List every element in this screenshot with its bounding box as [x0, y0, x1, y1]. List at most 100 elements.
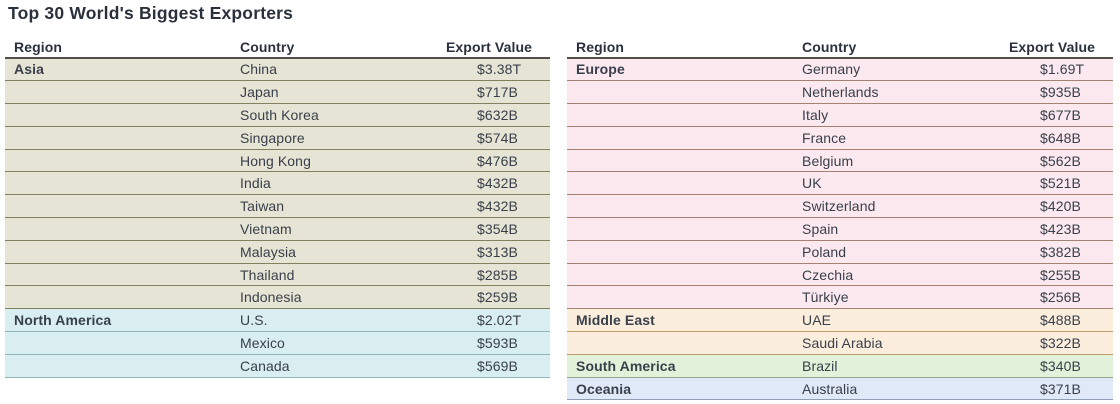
value-cell: $935B: [1040, 84, 1081, 101]
table-row: South America Brazil $340B: [567, 354, 1113, 378]
column-header-country: Country: [802, 39, 857, 56]
value-cell: $256B: [1040, 289, 1081, 306]
table-body: Asia China $3.38T Japan $717B South Korea $632…: [5, 58, 550, 378]
country-cell: Hong Kong: [240, 152, 311, 169]
country-cell: Switzerland: [802, 198, 876, 215]
table-row: North America U.S. $2.02T: [5, 309, 550, 333]
value-cell: $574B: [477, 129, 518, 146]
region-cell: North America: [14, 312, 112, 329]
table-row: Indonesia $259B: [5, 286, 550, 310]
value-cell: $354B: [477, 220, 518, 237]
country-cell: Saudi Arabia: [802, 334, 883, 351]
table-row: Canada $569B: [5, 354, 550, 378]
table-row: Türkiye $256B: [567, 286, 1113, 310]
country-cell: Thailand: [240, 266, 295, 283]
country-cell: Malaysia: [240, 243, 297, 260]
value-cell: $677B: [1040, 106, 1081, 123]
table-header: Region Country Export Value: [567, 38, 1113, 59]
value-cell: $1.69T: [1040, 61, 1085, 78]
value-cell: $340B: [1040, 357, 1081, 374]
value-cell: $3.38T: [477, 61, 522, 78]
country-cell: Germany: [802, 61, 861, 78]
table-row: Thailand $285B: [5, 263, 550, 287]
page-title: Top 30 World's Biggest Exporters: [8, 3, 294, 23]
exporters-table-left: Region Country Export Value Asia China $3.…: [5, 38, 550, 378]
country-cell: India: [240, 175, 271, 192]
table-row: Singapore $574B: [5, 126, 550, 150]
value-cell: $488B: [1040, 312, 1081, 329]
table-row: Netherlands $935B: [567, 81, 1113, 105]
table-header: Region Country Export Value: [5, 38, 550, 59]
country-cell: Vietnam: [240, 220, 292, 237]
country-cell: Australia: [802, 380, 858, 397]
country-cell: Taiwan: [240, 198, 285, 215]
country-cell: Indonesia: [240, 289, 302, 306]
value-cell: $521B: [1040, 175, 1081, 192]
value-cell: $432B: [477, 198, 518, 215]
value-cell: $432B: [477, 175, 518, 192]
table-row: India $432B: [5, 172, 550, 196]
country-cell: France: [802, 129, 847, 146]
exporters-table-right: Region Country Export Value Europe German…: [567, 38, 1113, 401]
table-row: Vietnam $354B: [5, 218, 550, 241]
table-row: Asia China $3.38T: [5, 58, 550, 82]
country-cell: Türkiye: [802, 289, 849, 306]
country-cell: Brazil: [802, 357, 838, 374]
value-cell: $313B: [477, 243, 518, 260]
column-header-country: Country: [240, 39, 295, 56]
country-cell: Czechia: [802, 266, 854, 283]
value-cell: $420B: [1040, 198, 1081, 215]
country-cell: Belgium: [802, 152, 854, 169]
country-cell: Canada: [240, 357, 290, 374]
value-cell: $423B: [1040, 220, 1081, 237]
country-cell: UAE: [802, 312, 832, 329]
table-body: Europe Germany $1.69T Netherlands $935B Italy…: [567, 58, 1113, 401]
table-row: Malaysia $313B: [5, 240, 550, 264]
region-cell: South America: [576, 357, 676, 374]
country-cell: Japan: [240, 84, 279, 101]
table-row: France $648B: [567, 126, 1113, 150]
table-row: Poland $382B: [567, 240, 1113, 264]
value-cell: $259B: [477, 289, 518, 306]
value-cell: $285B: [477, 266, 518, 283]
country-cell: Spain: [802, 220, 839, 237]
value-cell: $322B: [1040, 334, 1081, 351]
table-row: South Korea $632B: [5, 104, 550, 127]
table-row: Hong Kong $476B: [5, 149, 550, 173]
value-cell: $632B: [477, 106, 518, 123]
country-cell: U.S.: [240, 312, 268, 329]
country-cell: Poland: [802, 243, 847, 260]
value-cell: $382B: [1040, 243, 1081, 260]
country-cell: Singapore: [240, 129, 305, 146]
column-header-export-value: Export Value: [445, 39, 532, 56]
country-cell: South Korea: [240, 106, 319, 123]
country-cell: UK: [802, 175, 822, 192]
table-row: Czechia $255B: [567, 263, 1113, 287]
table-row: Mexico $593B: [5, 332, 550, 355]
country-cell: Mexico: [240, 334, 285, 351]
value-cell: $2.02T: [477, 312, 522, 329]
value-cell: $562B: [1040, 152, 1081, 169]
table-row: Switzerland $420B: [567, 195, 1113, 219]
country-cell: China: [240, 61, 278, 78]
table-row: Belgium $562B: [567, 149, 1113, 173]
value-cell: $717B: [477, 84, 518, 101]
region-cell: Middle East: [576, 312, 655, 329]
table-row: Japan $717B: [5, 81, 550, 105]
table-row: Italy $677B: [567, 104, 1113, 127]
country-cell: Netherlands: [802, 84, 879, 101]
value-cell: $476B: [477, 152, 518, 169]
table-row: Taiwan $432B: [5, 195, 550, 219]
table-row: Saudi Arabia $322B: [567, 332, 1113, 355]
value-cell: $648B: [1040, 129, 1081, 146]
table-row: Spain $423B: [567, 218, 1113, 241]
column-header-export-value: Export Value: [1008, 39, 1095, 56]
column-header-region: Region: [14, 39, 63, 56]
column-header-region: Region: [576, 39, 625, 56]
table-row: Oceania Australia $371B: [567, 377, 1113, 401]
region-cell: Europe: [576, 61, 625, 78]
value-cell: $593B: [477, 334, 518, 351]
table-row: Europe Germany $1.69T: [567, 58, 1113, 82]
region-cell: Oceania: [576, 380, 632, 397]
value-cell: $255B: [1040, 266, 1081, 283]
